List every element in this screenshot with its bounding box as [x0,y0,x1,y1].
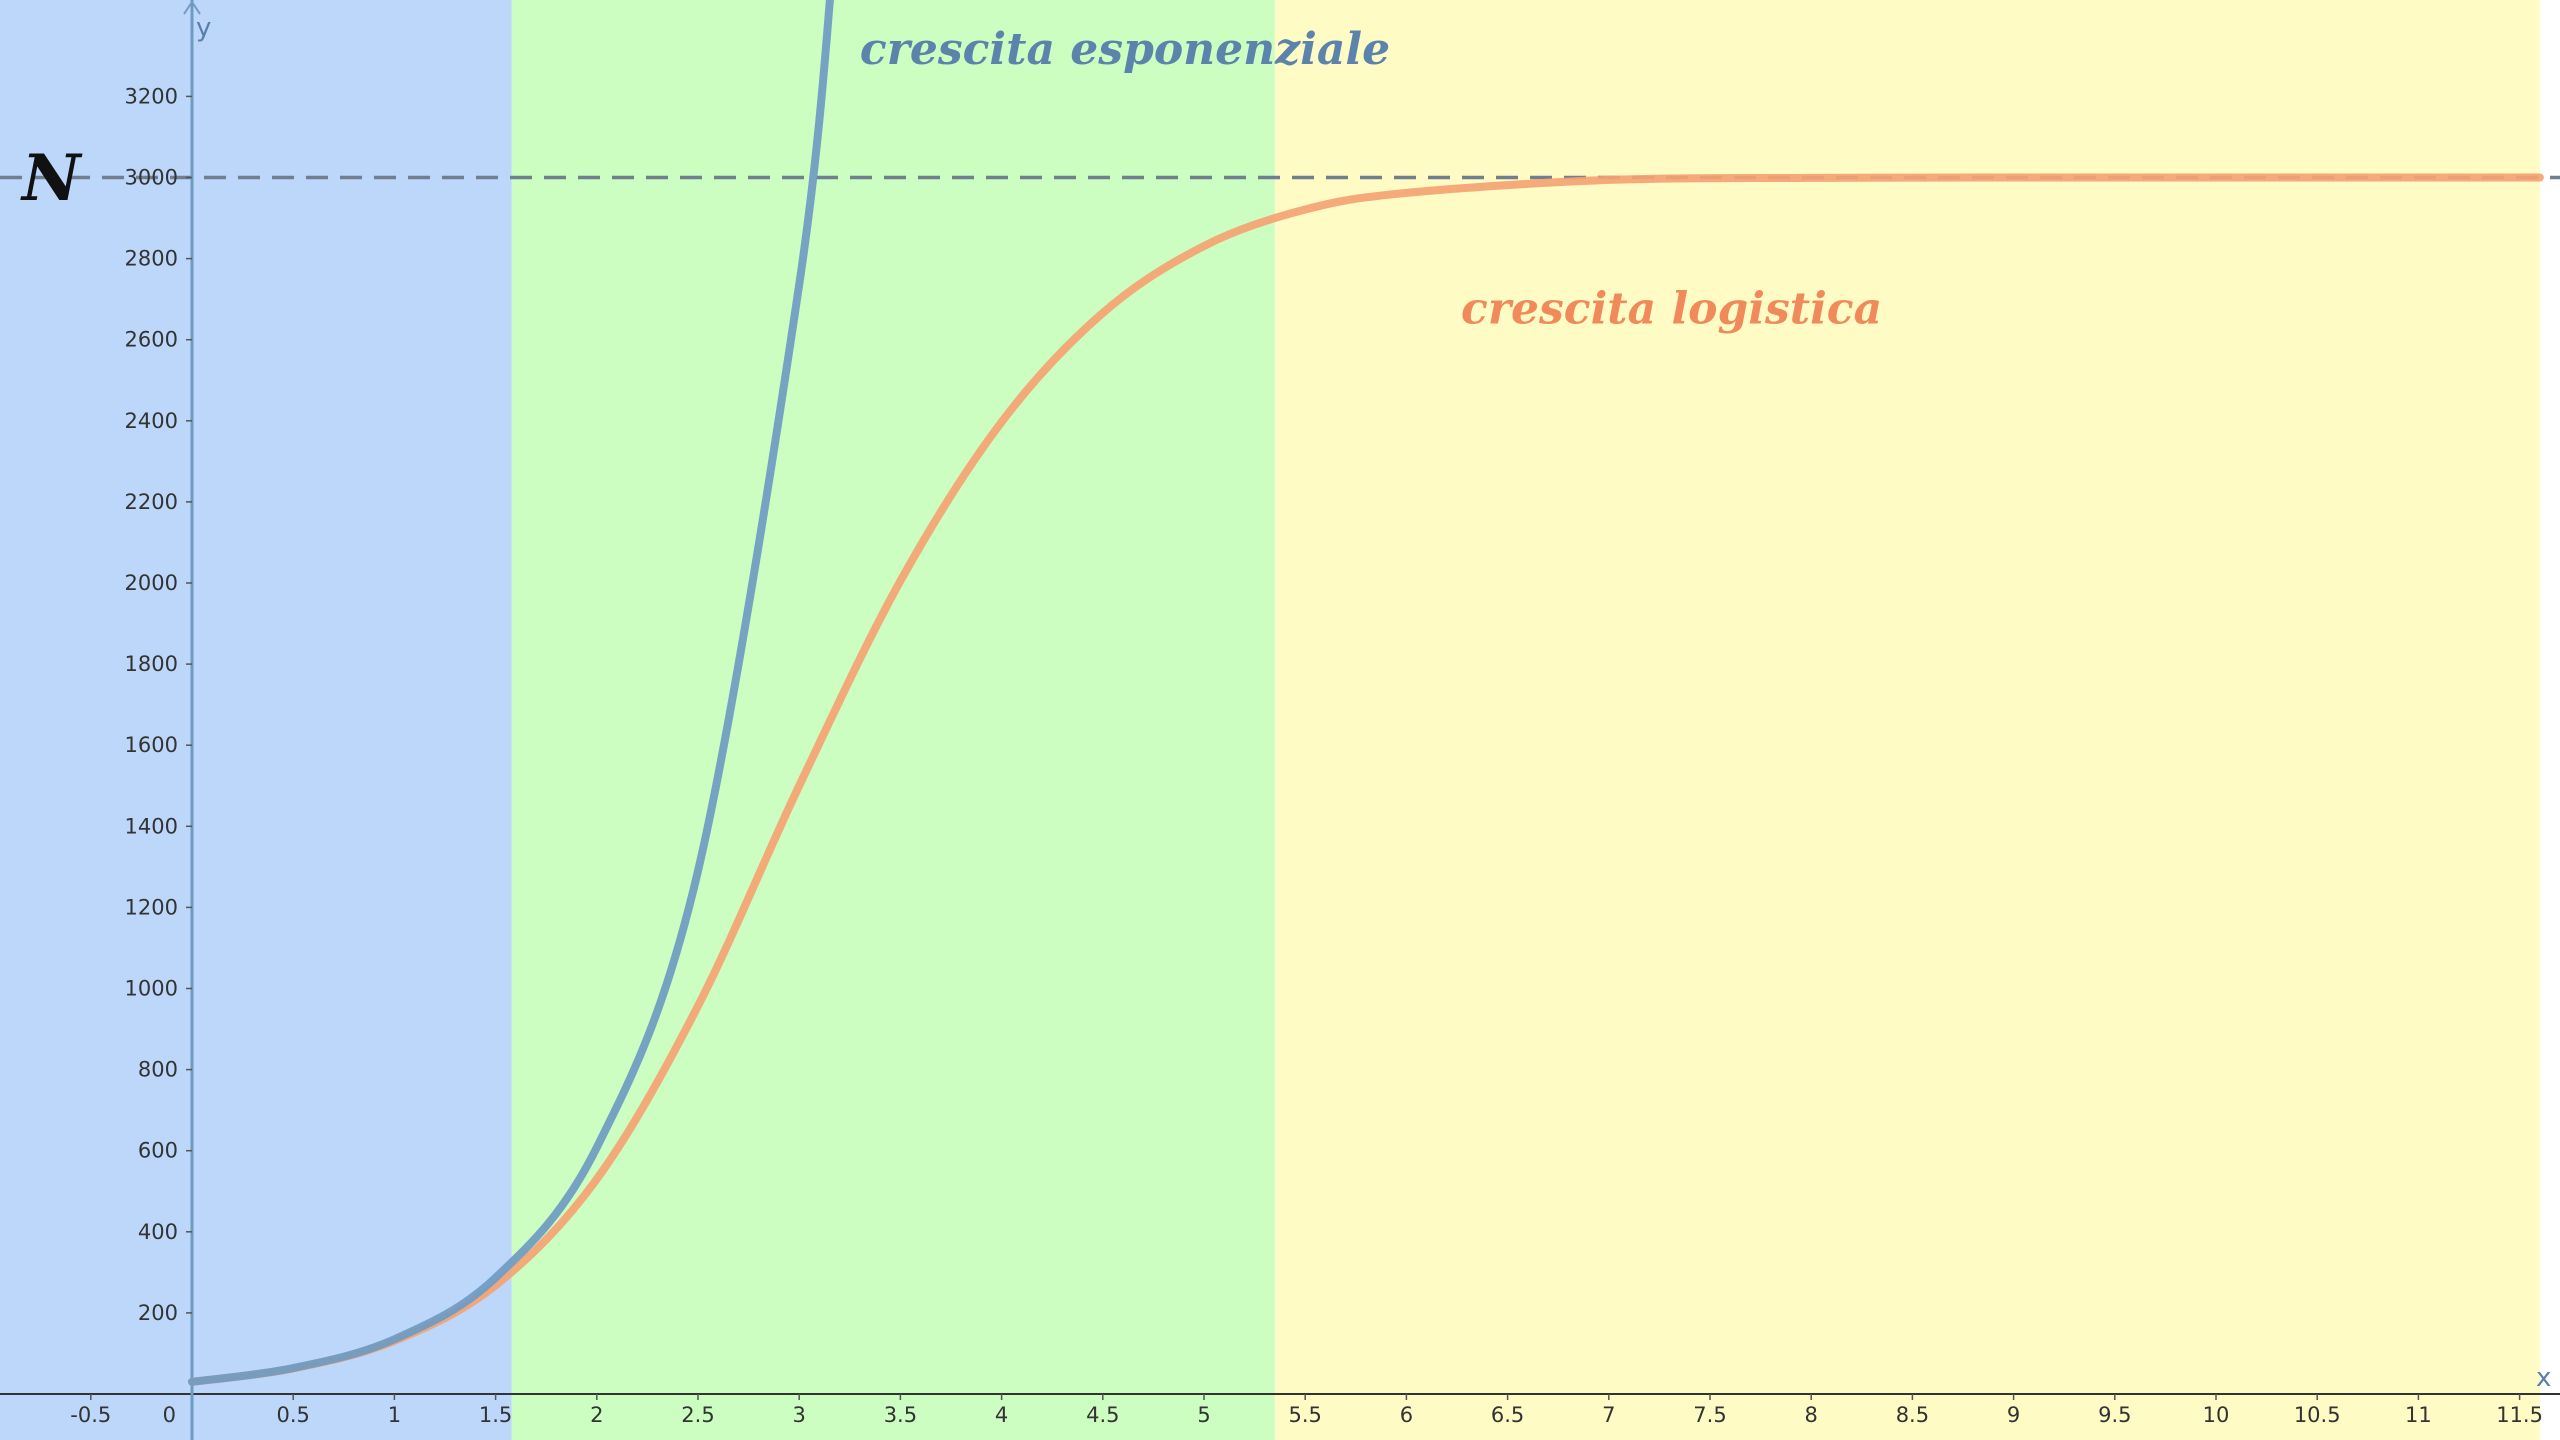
x-tick-label: 3 [793,1403,806,1427]
y-tick-label: 600 [138,1139,178,1163]
y-tick-label: 1600 [125,733,178,757]
y-tick-labels: 200 400 600 800 1000 1200 1400 1600 1800 2000 2200… [125,84,192,1325]
x-tick-label: 8 [1805,1403,1818,1427]
y-tick-label: 1800 [125,652,178,676]
x-tick-label: 10 [2203,1403,2230,1427]
region-2 [511,0,1275,1440]
exponential-growth-line [188,0,834,1386]
region-3 [1274,0,2540,1440]
x-tick-label: 0.5 [276,1403,309,1427]
y-axis-arrow-icon [183,0,201,15]
x-tick-label: 1 [388,1403,401,1427]
y-tick-label: 1000 [125,977,178,1001]
y-tick-label: 2800 [125,247,178,271]
y-tick-label: 400 [138,1220,178,1244]
x-tick-label: 5 [1197,1403,1210,1427]
x-tick-label: 11 [2405,1403,2432,1427]
x-tick-label: 9.5 [2098,1403,2131,1427]
region-1 [0,0,512,1440]
y-tick-label: 3000 [125,166,178,190]
x-tick-label: 1.5 [479,1403,512,1427]
x-tick-label: 4 [995,1403,1008,1427]
x-tick-label: 2.5 [681,1403,714,1427]
y-tick-label: 2200 [125,490,178,514]
y-tick-label: 200 [138,1301,178,1325]
x-tick-label: 8.5 [1896,1403,1929,1427]
x-tick-label: 7 [1602,1403,1615,1427]
x-tick-label: 3.5 [884,1403,917,1427]
y-tick-label: 2600 [125,328,178,352]
x-axis-letter: x [2536,1363,2551,1393]
x-tick-label: 6.5 [1491,1403,1524,1427]
y-axis-label: N [20,141,83,216]
x-tick-label: 10.5 [2294,1403,2341,1427]
y-tick-label: 800 [138,1058,178,1082]
logistic-growth-label: crescita logistica [1461,283,1882,334]
y-tick-label: 2000 [125,571,178,595]
y-axis-letter: y [196,13,211,43]
exponential-growth-label: crescita esponenziale [860,24,1390,75]
x-tick-label: 5.5 [1288,1403,1321,1427]
series-lines [188,0,2544,1386]
y-tick-label: 2400 [125,409,178,433]
x-tick-label: 6 [1400,1403,1413,1427]
x-tick-label: -0.5 [70,1403,111,1427]
y-tick-label: 1400 [125,814,178,838]
x-tick-label: 7.5 [1693,1403,1726,1427]
x-tick-label: 11.5 [2496,1403,2543,1427]
y-tick-label: 1200 [125,895,178,919]
x-tick-label: 9 [2007,1403,2020,1427]
x-tick-label: 2 [590,1403,603,1427]
x-tick-labels: -0.5 0 0.5 1 1.5 2 2.5 3 3.5 4 4.5 5 5.5 6 6.5 7 7.5 8 8.5… [70,1394,2543,1427]
x-tick-label: 0 [163,1403,176,1427]
annotations: crescita esponenziale crescita logistica [860,24,1882,335]
logistic-growth-line [188,173,2544,1386]
x-tick-label: 4.5 [1086,1403,1119,1427]
y-tick-label: 3200 [125,84,178,108]
